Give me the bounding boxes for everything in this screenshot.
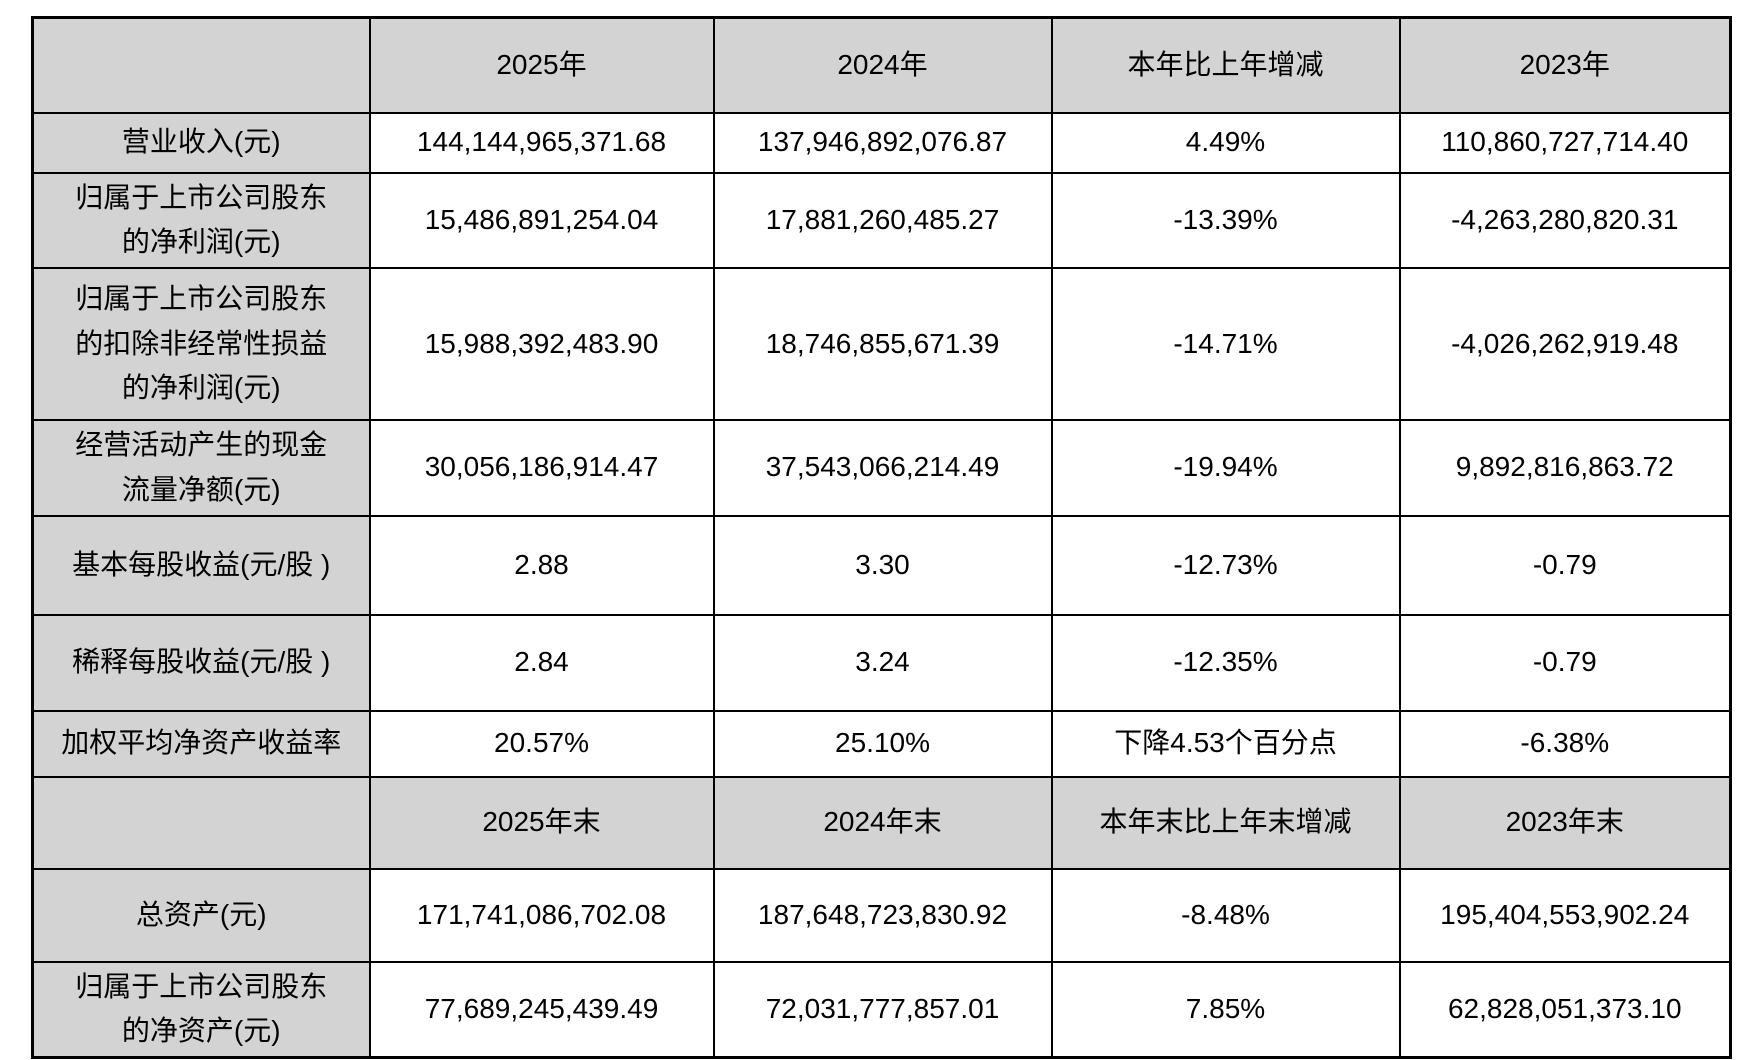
row-label-cell: 稀释每股收益(元/股 ) [31, 613, 371, 712]
cell-2025: 30,056,186,914.47 [368, 419, 715, 517]
cell-2023: 9,892,816,863.72 [1398, 419, 1732, 517]
cell-2024: 3.24 [712, 613, 1053, 712]
cell-2023: -4,026,262,919.48 [1398, 267, 1732, 422]
row-label-cell: 归属于上市公司股东 的净利润(元) [31, 171, 371, 270]
cell-yoy-change: 7.85% [1050, 960, 1401, 1059]
cell-2024: 25.10% [712, 709, 1053, 778]
header-row-annual: 2025年 2024年 本年比上年增减 2023年 [31, 16, 1732, 114]
header-cell-2023-year-end: 2023年末 [1398, 775, 1732, 870]
header-cell-2024: 2024年 [712, 16, 1053, 114]
cell-2023: -6.38% [1398, 709, 1732, 778]
row-label-cell: 营业收入(元) [31, 111, 371, 174]
row-net-profit-attributable: 归属于上市公司股东 的净利润(元) 15,486,891,254.04 17,8… [31, 171, 1732, 270]
cell-2023: 195,404,553,902.24 [1398, 867, 1732, 963]
row-net-profit-after-non-recurring: 归属于上市公司股东 的扣除非经常性损益 的净利润(元) 15,988,392,4… [31, 267, 1732, 422]
cell-2025: 2.84 [368, 613, 715, 712]
row-label-cell: 归属于上市公司股东 的净资产(元) [31, 960, 371, 1059]
cell-2025: 15,988,392,483.90 [368, 267, 715, 422]
cell-yoy-change: 下降4.53个百分点 [1050, 709, 1401, 778]
cell-2024: 72,031,777,857.01 [712, 960, 1053, 1059]
row-diluted-eps: 稀释每股收益(元/股 ) 2.84 3.24 -12.35% -0.79 [31, 613, 1732, 712]
cell-2025: 144,144,965,371.68 [368, 111, 715, 174]
row-label-cell: 基本每股收益(元/股 ) [31, 514, 371, 616]
header-cell-2024-year-end: 2024年末 [712, 775, 1053, 870]
cell-yoy-change: -12.35% [1050, 613, 1401, 712]
cell-2025: 171,741,086,702.08 [368, 867, 715, 963]
cell-2024: 3.30 [712, 514, 1053, 616]
header-cell-yoy-change: 本年比上年增减 [1050, 16, 1401, 114]
cell-yoy-change: -14.71% [1050, 267, 1401, 422]
financial-summary-table: 2025年 2024年 本年比上年增减 2023年 营业收入(元) 144,14… [31, 16, 1732, 1060]
cell-2023: -0.79 [1398, 613, 1732, 712]
row-label-cell: 经营活动产生的现金 流量净额(元) [31, 419, 371, 517]
cell-2025: 2.88 [368, 514, 715, 616]
header-blank-cell [31, 16, 371, 114]
row-label-cell: 加权平均净资产收益率 [31, 709, 371, 778]
cell-2024: 187,648,723,830.92 [712, 867, 1053, 963]
cell-2025: 77,689,245,439.49 [368, 960, 715, 1059]
row-net-assets-attributable: 归属于上市公司股东 的净资产(元) 77,689,245,439.49 72,0… [31, 960, 1732, 1059]
cell-yoy-change: -12.73% [1050, 514, 1401, 616]
row-operating-revenue: 营业收入(元) 144,144,965,371.68 137,946,892,0… [31, 111, 1732, 174]
cell-2023: 110,860,727,714.40 [1398, 111, 1732, 174]
cell-2025: 20.57% [368, 709, 715, 778]
row-label-cell: 归属于上市公司股东 的扣除非经常性损益 的净利润(元) [31, 267, 371, 422]
cell-2024: 137,946,892,076.87 [712, 111, 1053, 174]
cell-yoy-change: 4.49% [1050, 111, 1401, 174]
cell-2023: 62,828,051,373.10 [1398, 960, 1732, 1059]
cell-yoy-change: -19.94% [1050, 419, 1401, 517]
cell-2023: -0.79 [1398, 514, 1732, 616]
cell-2025: 15,486,891,254.04 [368, 171, 715, 270]
cell-2024: 18,746,855,671.39 [712, 267, 1053, 422]
header-row-year-end: 2025年末 2024年末 本年末比上年末增减 2023年末 [31, 775, 1732, 870]
header-cell-2023: 2023年 [1398, 16, 1732, 114]
row-weighted-avg-roe: 加权平均净资产收益率 20.57% 25.10% 下降4.53个百分点 -6.3… [31, 709, 1732, 778]
cell-2023: -4,263,280,820.31 [1398, 171, 1732, 270]
cell-yoy-change: -8.48% [1050, 867, 1401, 963]
header-blank-cell [31, 775, 371, 870]
header-cell-year-end-change: 本年末比上年末增减 [1050, 775, 1401, 870]
cell-2024: 37,543,066,214.49 [712, 419, 1053, 517]
row-operating-cash-flow: 经营活动产生的现金 流量净额(元) 30,056,186,914.47 37,5… [31, 419, 1732, 517]
header-cell-2025-year-end: 2025年末 [368, 775, 715, 870]
row-total-assets: 总资产(元) 171,741,086,702.08 187,648,723,83… [31, 867, 1732, 963]
row-label-cell: 总资产(元) [31, 867, 371, 963]
cell-yoy-change: -13.39% [1050, 171, 1401, 270]
cell-2024: 17,881,260,485.27 [712, 171, 1053, 270]
row-basic-eps: 基本每股收益(元/股 ) 2.88 3.30 -12.73% -0.79 [31, 514, 1732, 616]
header-cell-2025: 2025年 [368, 16, 715, 114]
